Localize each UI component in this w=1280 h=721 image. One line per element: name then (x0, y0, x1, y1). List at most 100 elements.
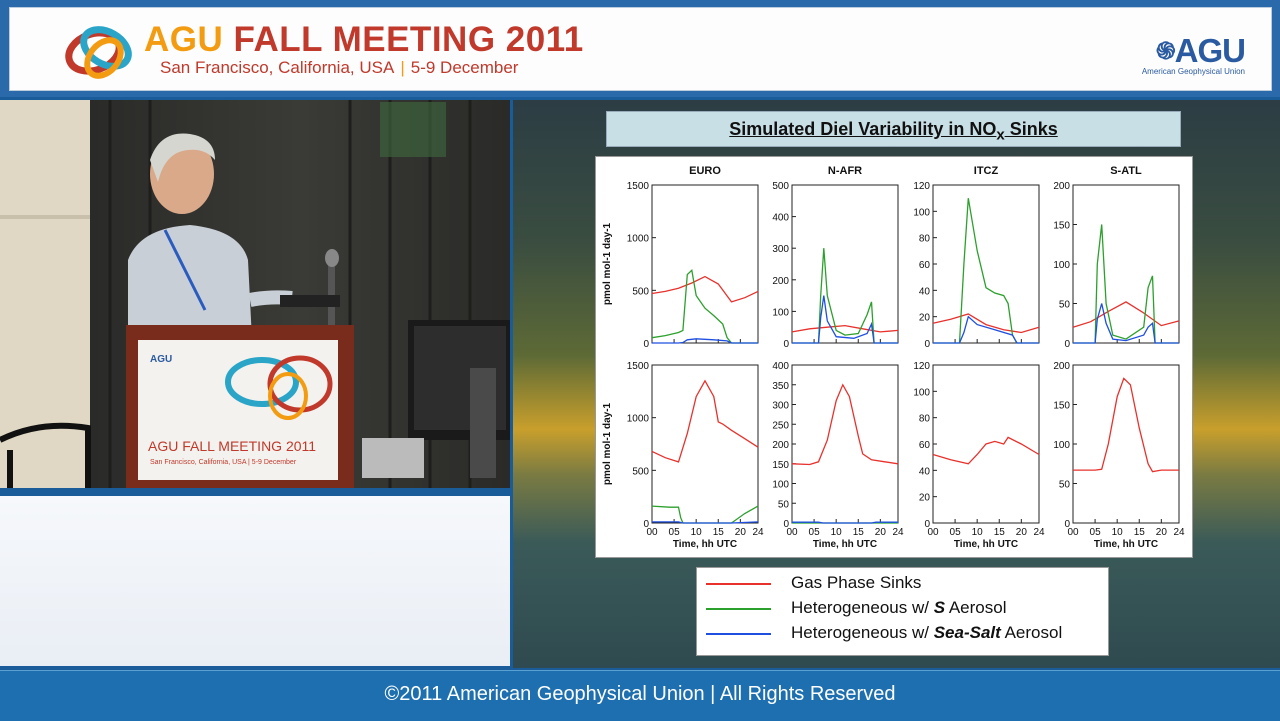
panel-itcz-row2-ytick-label: 40 (919, 466, 931, 477)
panel-s-atl-row1-ytick-label: 0 (1064, 339, 1070, 350)
panel-s-atl-row2-xtick-label: 00 (1067, 527, 1079, 538)
panel-euro-row1-line-heterogeneous-w-sea-salt-aerosol (652, 338, 758, 344)
monitor (408, 320, 510, 478)
panel-itcz-row2-ytick-label: 100 (913, 387, 930, 398)
panel-n-afr-row1-line-gas-phase-sinks (791, 324, 899, 333)
panel-n-afr-row2-ytick-label: 300 (772, 401, 789, 412)
panel-s-atl-row1-ytick-label: 100 (1053, 260, 1070, 271)
panel-itcz-row2-xtick-label: 20 (1016, 527, 1028, 538)
speaker-video: AGU AGU FALL MEETING 2011 San Francisco,… (0, 100, 510, 488)
panel-euro-row1-line-gas-phase-sinks (651, 275, 759, 303)
panel-s-atl-row2-xtick-label: 20 (1156, 527, 1168, 538)
panel-euro-row2-ytick-label: 0 (643, 519, 649, 530)
panel-s-atl-row2-xtick-label: 15 (1134, 527, 1146, 538)
panel-n-afr-row2-xtick-label: 24 (892, 527, 904, 538)
panel-n-afr-row2-ytick-label: 150 (772, 460, 789, 471)
panel-s-atl-row2-ytick-label: 200 (1053, 361, 1070, 372)
panel-n-afr-row2-ytick-label: 50 (778, 499, 790, 510)
agu-logo-subtitle: American Geophysical Union (1141, 67, 1245, 76)
panel-itcz-row1-ytick-label: 100 (913, 207, 930, 218)
panel-euro-row2-xtick-label: 20 (735, 527, 747, 538)
blank-panel (0, 496, 510, 666)
panel-itcz-row2-ytick-label: 20 (919, 493, 931, 504)
panel-euro-row2-xtick-label: 15 (713, 527, 725, 538)
meeting-subtitle: San Francisco, California, USA | 5-9 Decem… (160, 58, 519, 77)
panel-itcz-row1-ytick-label: 40 (919, 286, 931, 297)
meeting-title: AGU FALL MEETING 2011 (144, 20, 584, 59)
panel-itcz-row2-ytick-label: 80 (919, 414, 931, 425)
panel-euro-row1-ytick-label: 0 (643, 339, 649, 350)
panel-n-afr-row2-xtick-label: 15 (853, 527, 865, 538)
panel-euro-row1-ytick-label: 1500 (627, 181, 650, 192)
panel-n-afr-row1-ytick-label: 0 (783, 339, 789, 350)
panel-s-atl-row2-xtick-label: 24 (1173, 527, 1185, 538)
podium: AGU AGU FALL MEETING 2011 San Francisco,… (126, 325, 354, 488)
charts-panel: EURO N-AFR ITCZ S-ATL 0 500 1000 1500 pmol mol-1… (595, 156, 1193, 558)
panel-n-afr-row2-xtick-label: 05 (809, 527, 821, 538)
podium-title: AGU FALL MEETING 2011 (148, 438, 316, 454)
panel-euro-row1-ylabel: pmol mol-1 day-1 (602, 222, 613, 305)
panel-n-afr-row1-ytick-label: 100 (772, 307, 789, 318)
panel-s-atl-row2-xtick-label: 10 (1112, 527, 1124, 538)
podium-logo: AGU (150, 354, 172, 365)
panel-n-afr-row2-ytick-label: 350 (772, 381, 789, 392)
panel-euro-row2-xtick-label: 00 (646, 527, 658, 538)
panel-s-atl-row2-frame (1072, 364, 1180, 524)
chart-legend: Gas Phase Sinks Heterogeneous w/ S Aeros… (696, 567, 1109, 656)
panel-euro-row1-ytick-label: 500 (632, 286, 649, 297)
panel-itcz-row2-xtick-label: 05 (950, 527, 962, 538)
panel-n-afr-row1-ytick-label: 500 (772, 181, 789, 192)
panel-s-atl-row1-line-heterogeneous-w-sea-salt-aerosol (1073, 303, 1179, 344)
panel-itcz-row1-line-gas-phase-sinks (932, 313, 1040, 334)
legend-label-seasalt: Heterogeneous w/ Sea-Salt Aerosol (791, 623, 1063, 642)
panel-euro-row2-xtick-label: 24 (752, 527, 764, 538)
panel-n-afr-row1-frame (791, 184, 899, 344)
panel-itcz-row1-ytick-label: 0 (924, 339, 930, 350)
panel-s-atl-row1-ytick-label: 150 (1053, 221, 1070, 232)
legend-item-seasalt: Heterogeneous w/ Sea-Salt Aerosol (697, 622, 1108, 646)
panel-n-afr-row2-xlabel: Time, hh UTC (813, 539, 877, 550)
agu-rings-logo (65, 26, 132, 79)
panel-euro-row2-line-heterogeneous-w-s-aerosol (651, 505, 759, 524)
panel-itcz-row1-line-heterogeneous-w-s-aerosol (933, 198, 1039, 344)
panel-n-afr-row2-ytick-label: 200 (772, 440, 789, 451)
column-title-s-atl: S-ATL (1110, 165, 1142, 177)
legend-swatch-sulfate (706, 608, 771, 610)
panel-euro-row2-xtick-label: 05 (669, 527, 681, 538)
panel-n-afr-row2-ytick-label: 400 (772, 361, 789, 372)
panel-itcz-row2-xtick-label: 00 (927, 527, 939, 538)
panel-n-afr-row1-ytick-label: 200 (772, 276, 789, 287)
agu-swirl-icon: ֍ (1156, 38, 1176, 65)
panel-euro-row2-ytick-label: 1500 (627, 361, 650, 372)
panel-itcz-row1-line-heterogeneous-w-sea-salt-aerosol (933, 315, 1039, 344)
panel-itcz-row2-xtick-label: 10 (972, 527, 984, 538)
panel-itcz-row2-ytick-label: 120 (913, 361, 930, 372)
panel-n-afr-row2-line-gas-phase-sinks (791, 383, 899, 466)
panel-euro-row2-ylabel: pmol mol-1 day-1 (602, 402, 613, 485)
slide-title: Simulated Diel Variability in NOx Sinks (606, 111, 1181, 147)
panel-n-afr-row2-xtick-label: 20 (875, 527, 887, 538)
panel-s-atl-row2-ytick-label: 150 (1053, 401, 1070, 412)
presentation-slide: Simulated Diel Variability in NOx Sinks … (513, 100, 1280, 668)
panel-s-atl-row2-ytick-label: 0 (1064, 519, 1070, 530)
panel-s-atl-row1-frame (1072, 184, 1180, 344)
panel-s-atl-row2-ytick-label: 100 (1053, 440, 1070, 451)
panel-s-atl-row2-line-gas-phase-sinks (1073, 377, 1179, 473)
panel-euro-row2-ytick-label: 500 (632, 466, 649, 477)
panel-itcz-row2-xlabel: Time, hh UTC (954, 539, 1018, 550)
panel-euro-row1-frame (651, 184, 759, 344)
panel-euro-row1-line-heterogeneous-w-s-aerosol (651, 269, 758, 344)
podium-subtitle: San Francisco, California, USA | 5-9 Dec… (150, 459, 297, 466)
header-banner: AGU FALL MEETING 2011 San Francisco, Cal… (9, 7, 1272, 91)
panel-s-atl-row2-xlabel: Time, hh UTC (1094, 539, 1158, 550)
panel-n-afr-row2-line-heterogeneous-w-sea-salt-aerosol (792, 521, 898, 524)
column-title-euro: EURO (689, 165, 721, 177)
panel-s-atl-row1-line-heterogeneous-w-s-aerosol (1073, 224, 1179, 344)
speaker-scene: AGU AGU FALL MEETING 2011 San Francisco,… (0, 100, 510, 488)
panel-itcz-row2-line-gas-phase-sinks (932, 436, 1040, 465)
panel-n-afr-row2-xtick-label: 00 (786, 527, 798, 538)
panel-euro-row2-ytick-label: 1000 (627, 414, 650, 425)
panel-s-atl-row1-line-gas-phase-sinks (1072, 301, 1180, 328)
panel-euro-row2-xtick-label: 10 (691, 527, 703, 538)
